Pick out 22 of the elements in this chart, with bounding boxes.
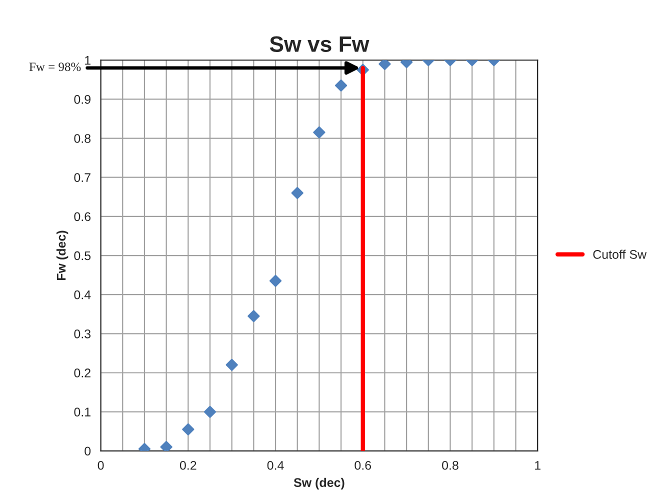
y-tick-label: 0.8 <box>74 134 91 143</box>
x-tick-label: 0 <box>98 460 104 470</box>
x-tick-label: 0.8 <box>442 460 458 470</box>
x-axis-title: Sw (dec) <box>294 478 344 490</box>
legend-label: Cutoff Sw <box>593 250 647 259</box>
y-tick-label: 0.1 <box>74 408 90 416</box>
y-tick-label: 0.3 <box>74 329 91 338</box>
y-axis-title: Fw (dec) <box>56 230 68 280</box>
y-tick-label: 0.4 <box>74 290 91 300</box>
x-tick-label: 0.4 <box>267 460 284 470</box>
y-tick-label: 0.9 <box>74 95 90 104</box>
y-tick-label: 0.7 <box>74 173 90 182</box>
y-tick-label: 0.2 <box>74 368 90 378</box>
y-tick-label: 0.6 <box>74 212 91 222</box>
y-tick-label: 1 <box>85 56 90 65</box>
x-tick-label: 0.2 <box>180 460 196 470</box>
y-tick-label: 0.5 <box>74 251 91 260</box>
y-tick-label: 0 <box>84 446 91 456</box>
x-tick-label: 1 <box>535 461 540 470</box>
annotation: Fw = 98% <box>29 62 81 72</box>
chart-title: Sw vs Fw <box>270 36 370 52</box>
x-tick-label: 0.6 <box>354 460 372 470</box>
